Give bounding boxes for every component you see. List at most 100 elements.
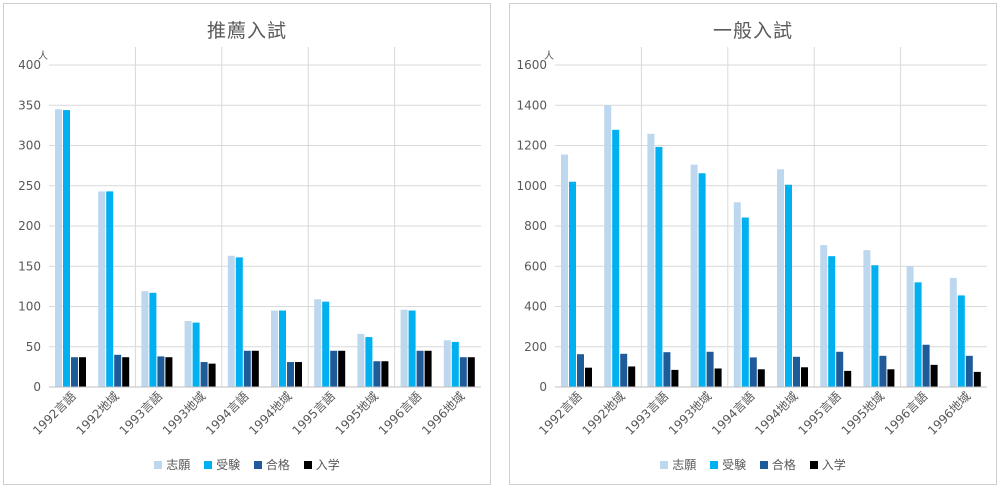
bar-shigan-0 [55, 109, 62, 388]
y-tick-label: 300 [18, 139, 41, 153]
bar-gokaku-5 [287, 362, 294, 387]
bar-gokaku-6 [836, 351, 844, 387]
x-tick-label: 1996言語 [375, 389, 424, 438]
x-tick-label: 1992地域 [73, 389, 121, 437]
legend-swatch [253, 460, 262, 469]
bar-shigan-5 [271, 310, 278, 387]
bar-juken-7 [871, 265, 879, 387]
bar-juken-8 [408, 310, 416, 387]
bar-shigan-6 [314, 299, 322, 387]
chart-panel-recommendation: 推薦入試 0 50 100 150 200 250 300 350 400 人 1992言語 1992… [3, 3, 491, 485]
y-tick-label: 600 [524, 259, 547, 273]
bar-nyugaku-9 [973, 371, 981, 387]
bar-shigan-7 [357, 333, 365, 387]
plot-area: 050100150200250300350400人1992言語1992地域199… [18, 47, 481, 438]
bar-shigan-3 [690, 164, 698, 387]
bar-shigan-1 [98, 191, 106, 387]
legend: 志願 受験 合格 入学 [510, 456, 996, 473]
legend-swatch [660, 460, 669, 469]
bar-nyugaku-8 [424, 350, 432, 387]
legend-swatch [204, 460, 213, 469]
legend-label: 受験 [216, 458, 241, 472]
x-tick-label: 1996地域 [419, 389, 467, 437]
legend-item-juken: 受験 [710, 456, 746, 473]
bar-nyugaku-7 [381, 361, 389, 387]
y-tick-label: 400 [524, 300, 547, 314]
legend-item-gokaku: 合格 [253, 456, 290, 473]
x-tick-label: 1992言語 [30, 389, 79, 438]
bar-juken-9 [957, 295, 965, 387]
bar-nyugaku-0 [79, 357, 86, 387]
legend-item-shigan: 志願 [154, 456, 190, 473]
y-tick-label: 100 [18, 300, 41, 314]
bar-gokaku-6 [330, 350, 338, 387]
y-tick-label: 0 [33, 380, 41, 394]
y-tick-label: 0 [539, 380, 547, 394]
bar-gokaku-4 [749, 357, 757, 387]
x-tick-label: 1994言語 [708, 389, 757, 438]
y-tick-label: 350 [18, 98, 41, 112]
bar-juken-2 [655, 146, 663, 387]
bar-shigan-7 [863, 250, 871, 387]
legend: 志願 受験 合格 入学 [4, 456, 490, 473]
bar-gokaku-2 [663, 352, 671, 387]
x-tick-label: 1996言語 [881, 389, 930, 438]
legend-label: 志願 [672, 458, 697, 472]
bar-shigan-2 [647, 133, 655, 387]
bar-juken-0 [569, 181, 576, 387]
x-tick-label: 1995地域 [333, 389, 381, 437]
legend-item-shigan: 志願 [660, 456, 696, 473]
unit-label: 人 [544, 50, 554, 62]
unit-label: 人 [38, 50, 48, 62]
y-tick-label: 200 [18, 219, 41, 233]
bar-nyugaku-6 [338, 350, 346, 387]
bar-juken-1 [106, 191, 114, 387]
y-tick-label: 400 [18, 58, 41, 72]
bar-gokaku-7 [879, 355, 887, 387]
bar-shigan-8 [400, 309, 408, 387]
chart-title: 一般入試 [712, 20, 793, 42]
bar-nyugaku-1 [122, 357, 130, 387]
legend-swatch [303, 460, 312, 469]
bar-juken-8 [914, 282, 922, 387]
bar-juken-3 [192, 322, 200, 387]
legend-label: 受験 [722, 458, 747, 472]
chart-title: 推薦入試 [206, 20, 287, 42]
bar-gokaku-0 [577, 354, 584, 387]
bar-nyugaku-9 [467, 357, 475, 387]
bar-nyugaku-8 [930, 364, 938, 387]
x-tick-label: 1993言語 [622, 389, 671, 438]
bar-juken-4 [235, 257, 243, 387]
bar-gokaku-2 [157, 356, 165, 387]
bar-juken-4 [741, 217, 749, 387]
bar-shigan-8 [906, 266, 914, 387]
y-tick-label: 50 [26, 340, 41, 354]
bar-shigan-5 [777, 169, 784, 387]
y-tick-label: 1400 [516, 98, 547, 112]
x-tick-label: 1995地域 [839, 389, 887, 437]
bar-gokaku-5 [793, 356, 800, 387]
bar-nyugaku-4 [251, 350, 259, 387]
bar-gokaku-0 [71, 357, 78, 387]
bar-juken-9 [451, 341, 459, 387]
x-tick-label: 1994地域 [752, 389, 800, 437]
y-tick-label: 1200 [516, 139, 547, 153]
legend-item-juken: 受験 [204, 456, 240, 473]
x-tick-label: 1994言語 [202, 389, 251, 438]
legend-swatch [154, 460, 163, 469]
legend-swatch [809, 460, 818, 469]
legend-label: 入学 [821, 458, 846, 472]
bar-gokaku-4 [243, 350, 251, 387]
bar-nyugaku-1 [628, 366, 636, 387]
bar-juken-5 [785, 184, 792, 387]
bar-nyugaku-2 [165, 357, 173, 387]
bar-shigan-0 [561, 154, 568, 387]
bar-gokaku-3 [200, 362, 208, 387]
bar-gokaku-8 [416, 350, 424, 387]
bar-nyugaku-4 [757, 369, 765, 387]
legend-swatch [759, 460, 768, 469]
x-tick-label: 1994地域 [246, 389, 294, 437]
x-tick-label: 1993言語 [116, 389, 165, 438]
bar-nyugaku-3 [208, 363, 216, 387]
bar-shigan-6 [820, 245, 828, 387]
